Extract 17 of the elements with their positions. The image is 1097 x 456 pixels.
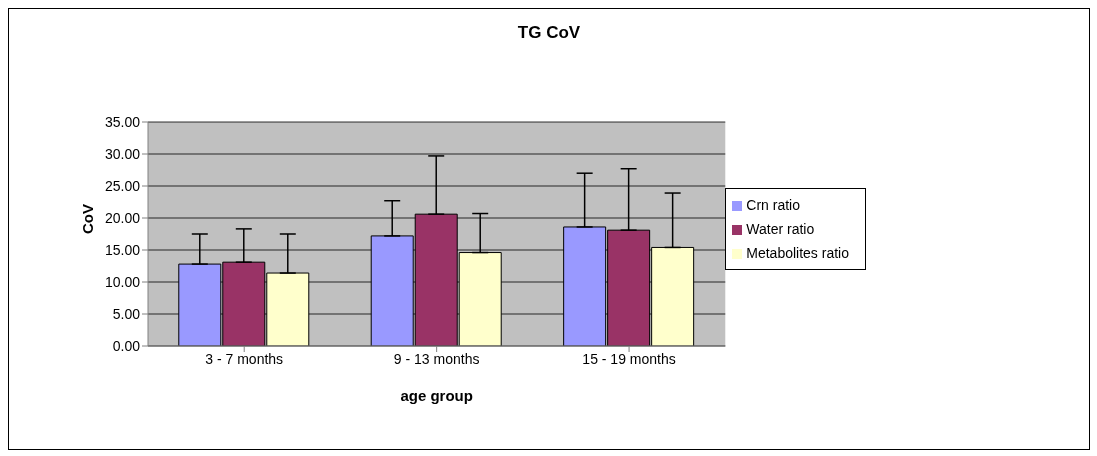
legend-label: Crn ratio [746,197,800,213]
y-tick-label: 35.00 [104,113,141,130]
y-tick-label: 20.00 [104,209,141,226]
x-tick-label: 9 - 13 months [393,350,480,367]
x-tick-label: 15 - 19 months [582,350,676,367]
y-tick-label: 30.00 [104,145,141,162]
x-tick-label: 3 - 7 months [205,350,284,367]
y-tick-label: 15.00 [104,241,141,258]
legend-label: Water ratio [746,221,815,237]
chart-title: TG CoV [516,23,582,43]
y-axis-title: CoV [79,204,97,234]
y-tick-label: 0.00 [112,337,141,354]
y-tick-label: 5.00 [112,305,141,322]
x-axis-title: age group [400,387,473,404]
y-tick-label: 10.00 [104,273,141,290]
y-tick-label: 25.00 [104,177,141,194]
legend-label: Metabolites ratio [746,245,849,261]
